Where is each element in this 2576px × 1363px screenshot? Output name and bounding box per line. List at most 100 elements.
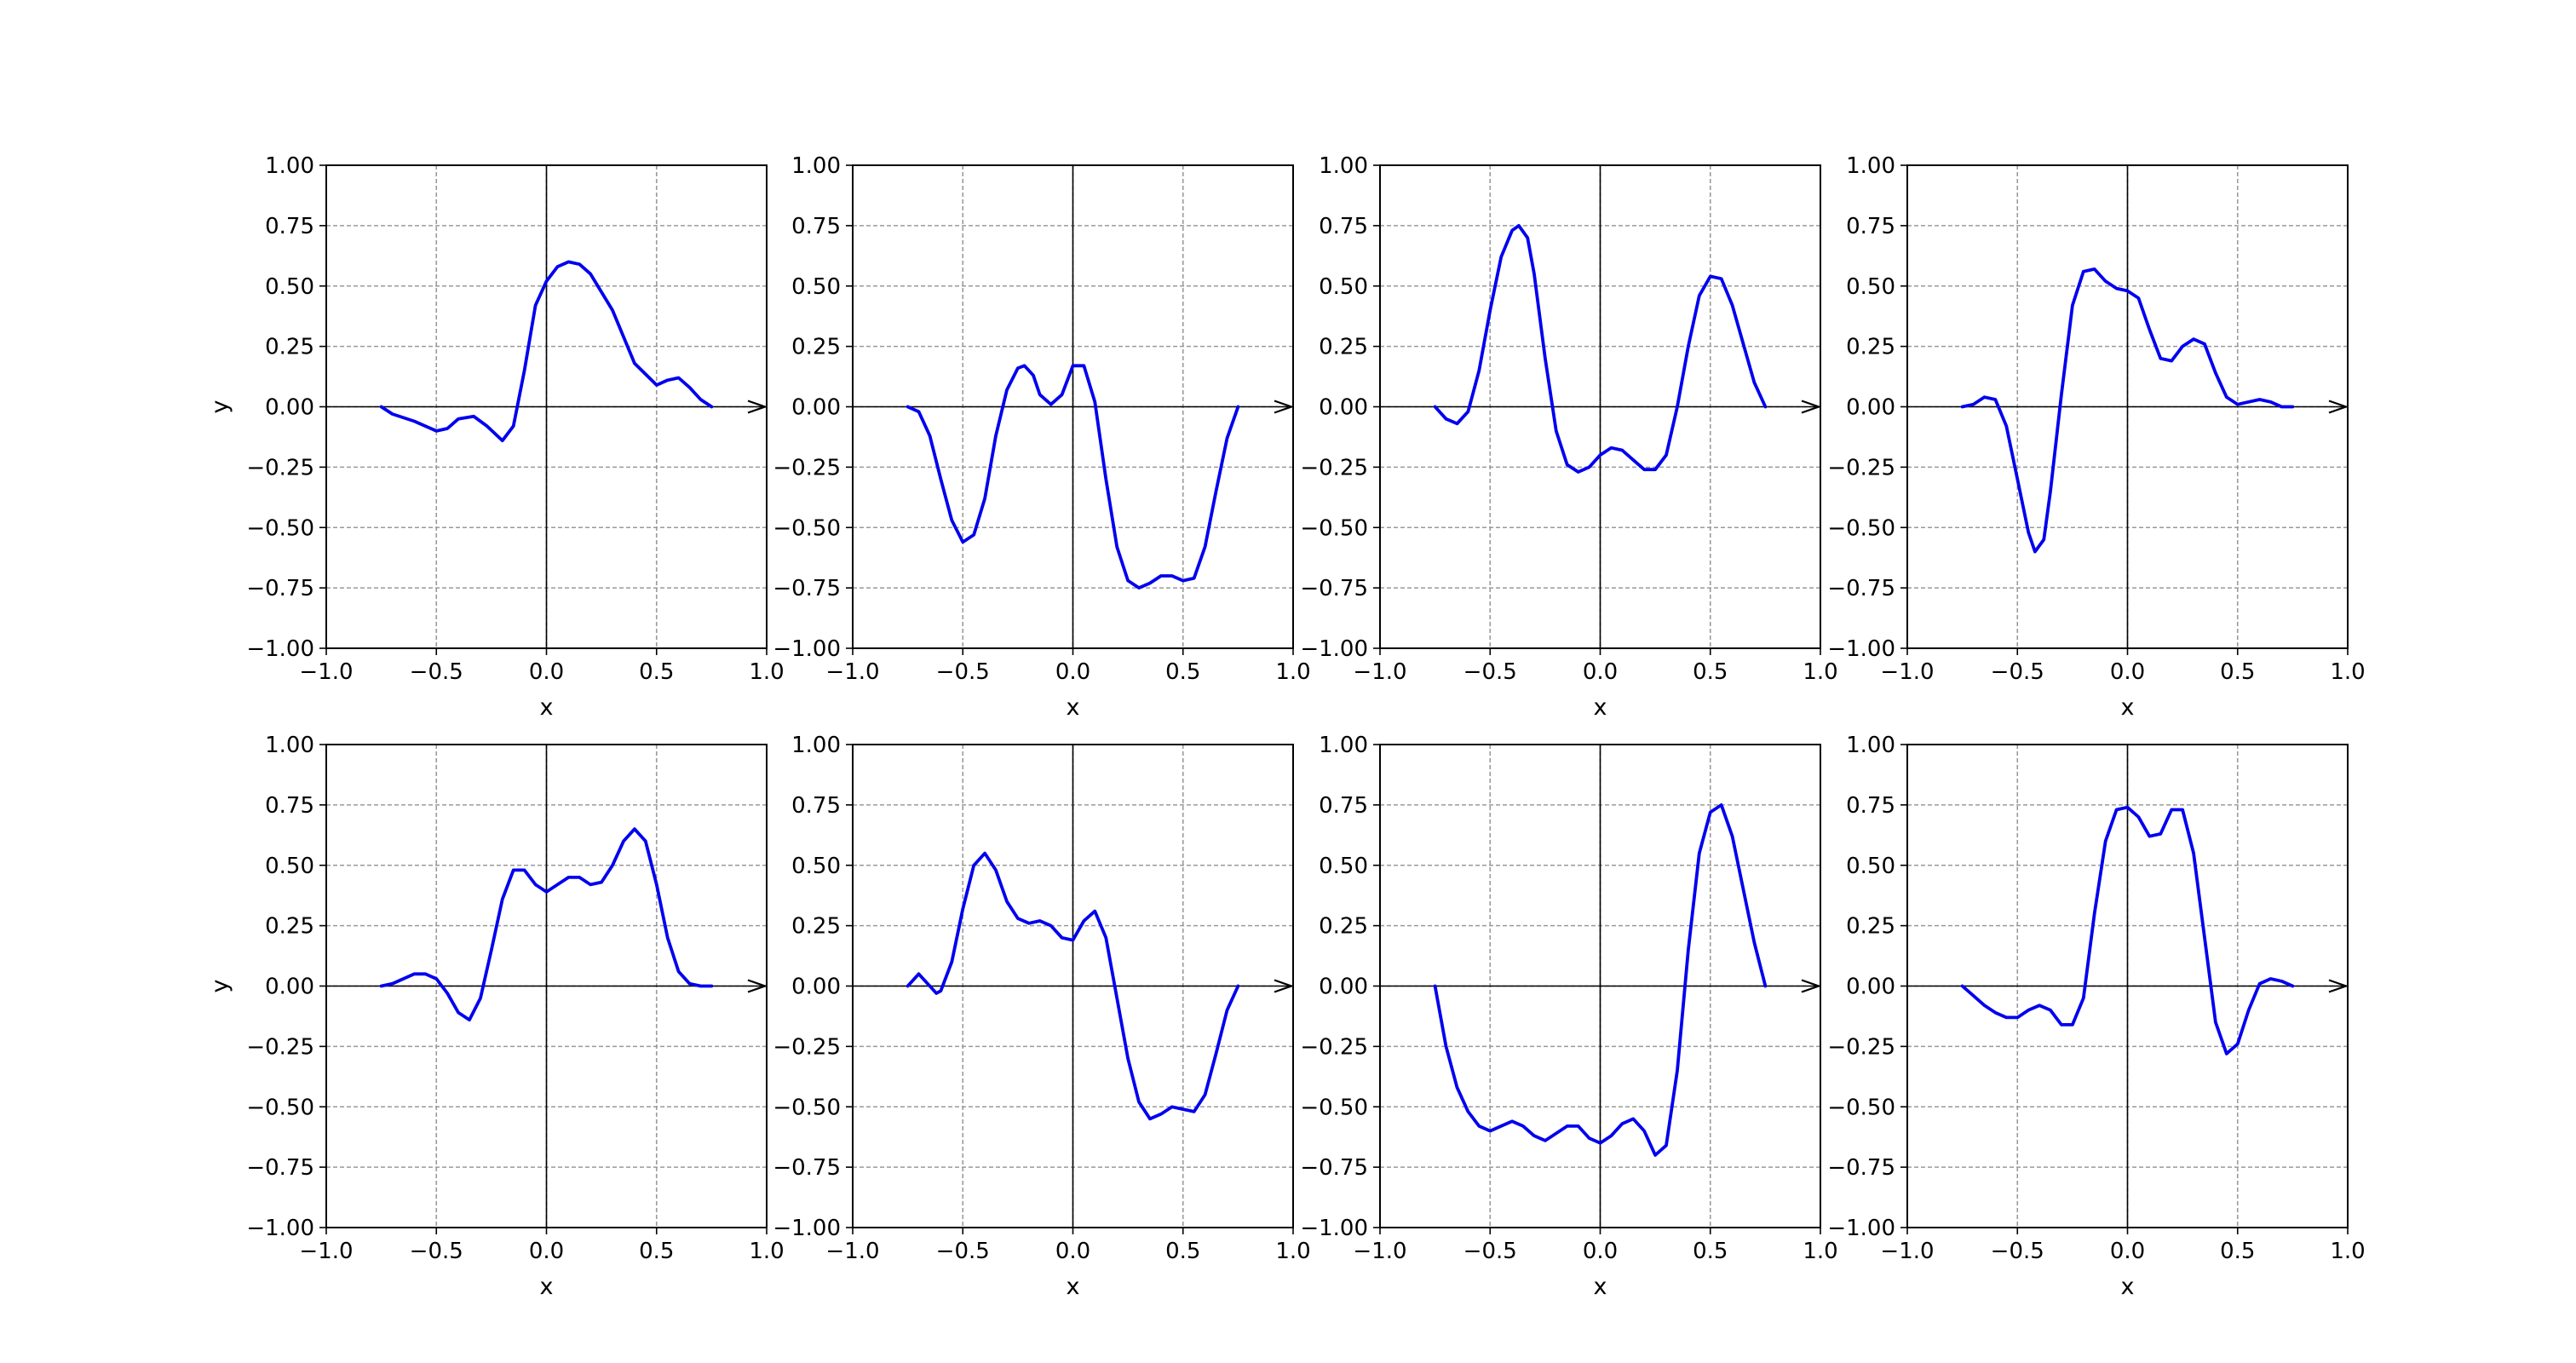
x-tick-label: −1.0 <box>1353 659 1406 685</box>
y-tick-label: 0.00 <box>265 975 314 1000</box>
x-tick-label: −0.5 <box>410 1239 463 1264</box>
series-line <box>1960 805 2295 1055</box>
y-tick-label: −1.00 <box>246 1216 314 1241</box>
x-axis-arrow <box>747 979 768 993</box>
x-tick-label: −0.5 <box>1463 659 1517 685</box>
y-tick-label: −0.75 <box>1827 576 1895 601</box>
subplot-4: −1.0 −0.5 0.0 0.5 1.0 −1.00 −0.75 −0.50 −0.25 0.0… <box>1827 153 2365 721</box>
y-tick-label: −0.25 <box>1827 455 1895 480</box>
y-tick-label: 0.75 <box>791 214 841 239</box>
y-tick-label: −1.00 <box>773 636 841 662</box>
y-tick-label: −0.50 <box>773 1095 841 1120</box>
series-line <box>379 827 714 1022</box>
y-tick-label: 1.00 <box>265 733 314 758</box>
y-tick-label: −0.75 <box>1300 576 1368 601</box>
y-tick-label: −0.25 <box>246 1034 314 1060</box>
y-tick-label: −1.00 <box>1300 1216 1368 1241</box>
y-tick-label: 0.50 <box>1846 854 1895 879</box>
y-tick-label: 0.75 <box>1846 793 1895 819</box>
x-tick-label: 1.0 <box>749 1239 784 1264</box>
x-tick-label: −1.0 <box>1353 1239 1406 1264</box>
series-line <box>906 364 1240 589</box>
x-axis-label: x <box>540 694 554 721</box>
x-tick-label: 0.0 <box>529 659 564 685</box>
y-tick-label: −1.00 <box>773 1216 841 1241</box>
x-tick-label: 0.5 <box>1693 1239 1728 1264</box>
y-tick-label: −1.00 <box>1827 636 1895 662</box>
x-axis-arrow <box>1801 400 1822 414</box>
y-tick-label: −0.50 <box>1827 1095 1895 1120</box>
x-tick-label: 1.0 <box>2330 1239 2365 1264</box>
y-tick-label: 0.25 <box>265 914 314 940</box>
y-tick-label: 0.25 <box>1846 335 1895 360</box>
y-tick-label: −0.25 <box>1300 455 1368 480</box>
x-tick-label: 1.0 <box>749 659 784 685</box>
x-tick-label: 0.5 <box>639 659 674 685</box>
y-tick-label: 0.00 <box>1846 395 1895 421</box>
y-axis-label: y <box>207 979 233 992</box>
x-tick-label: −0.5 <box>1991 1239 2044 1264</box>
y-tick-label: 0.75 <box>1846 214 1895 239</box>
y-tick-label: −0.50 <box>773 515 841 541</box>
x-tick-label: 0.0 <box>1055 1239 1090 1264</box>
x-tick-label: −1.0 <box>825 659 879 685</box>
x-axis-label: x <box>540 1274 554 1300</box>
y-tick-label: 0.50 <box>1319 854 1368 879</box>
x-axis-label: x <box>1067 1274 1080 1300</box>
y-tick-label: −0.25 <box>246 455 314 480</box>
x-tick-label: −1.0 <box>825 1239 879 1264</box>
y-tick-label: −0.50 <box>246 1095 314 1120</box>
x-tick-label: 0.0 <box>2110 659 2145 685</box>
y-tick-label: −0.75 <box>246 1155 314 1181</box>
x-tick-label: 1.0 <box>1803 1239 1837 1264</box>
y-tick-label: −1.00 <box>1827 1216 1895 1241</box>
y-tick-label: 1.00 <box>1846 153 1895 179</box>
x-tick-label: −0.5 <box>936 659 990 685</box>
x-axis-arrow <box>747 400 768 414</box>
x-tick-label: −1.0 <box>299 1239 353 1264</box>
y-tick-label: 0.75 <box>265 214 314 239</box>
y-tick-label: −0.75 <box>773 576 841 601</box>
y-tick-label: −1.00 <box>246 636 314 662</box>
y-tick-label: −0.75 <box>246 576 314 601</box>
subplot-6: −1.0 −0.5 0.0 0.5 1.0 −1.00 −0.75 −0.50 −0.25 0.0… <box>773 733 1310 1300</box>
x-axis-label: x <box>2121 694 2135 721</box>
subplot-5: −1.0 −0.5 0.0 0.5 1.0 −1.00 −0.75 −0.50 −0.25 0.0… <box>207 733 785 1300</box>
y-tick-label: 0.00 <box>265 395 314 421</box>
subplot-3: −1.0 −0.5 0.0 0.5 1.0 −1.00 −0.75 −0.50 −0.25 0.0… <box>1300 153 1837 721</box>
y-tick-label: 0.00 <box>791 975 841 1000</box>
y-tick-label: 0.75 <box>791 793 841 819</box>
x-axis-label: x <box>2121 1274 2135 1300</box>
y-axis-label: y <box>207 400 233 413</box>
x-axis-arrow <box>2328 400 2349 414</box>
x-tick-label: 0.0 <box>1583 659 1618 685</box>
y-tick-label: 0.00 <box>791 395 841 421</box>
y-tick-label: 0.50 <box>1846 274 1895 300</box>
subplot-1: −1.0 −0.5 0.0 0.5 1.0 −1.00 −0.75 −0.50 −0.25 0.0… <box>207 153 785 721</box>
y-tick-label: −0.75 <box>1300 1155 1368 1181</box>
x-tick-label: 0.5 <box>2220 1239 2255 1264</box>
y-tick-label: −0.75 <box>1827 1155 1895 1181</box>
x-tick-label: −0.5 <box>1463 1239 1517 1264</box>
x-axis-arrow <box>2328 979 2349 993</box>
y-tick-label: −0.25 <box>773 455 841 480</box>
y-tick-label: 0.50 <box>265 274 314 300</box>
x-tick-label: 1.0 <box>1275 1239 1310 1264</box>
x-tick-label: 0.5 <box>1693 659 1728 685</box>
y-tick-label: −0.50 <box>246 515 314 541</box>
y-tick-label: 1.00 <box>791 153 841 179</box>
x-axis-label: x <box>1594 694 1607 721</box>
y-tick-label: 0.50 <box>791 274 841 300</box>
x-tick-label: 0.5 <box>1165 1239 1200 1264</box>
x-tick-label: 0.5 <box>2220 659 2255 685</box>
x-tick-label: −1.0 <box>1880 1239 1934 1264</box>
x-tick-label: 0.5 <box>639 1239 674 1264</box>
y-tick-label: −0.75 <box>773 1155 841 1181</box>
subplot-8: −1.0 −0.5 0.0 0.5 1.0 −1.00 −0.75 −0.50 −0.25 0.0… <box>1827 733 2365 1300</box>
series-line <box>1960 267 2295 554</box>
y-tick-label: 0.75 <box>265 793 314 819</box>
x-tick-label: 0.0 <box>1055 659 1090 685</box>
y-tick-label: 0.75 <box>1319 793 1368 819</box>
series-line <box>1433 803 1768 1157</box>
y-tick-label: 1.00 <box>265 153 314 179</box>
